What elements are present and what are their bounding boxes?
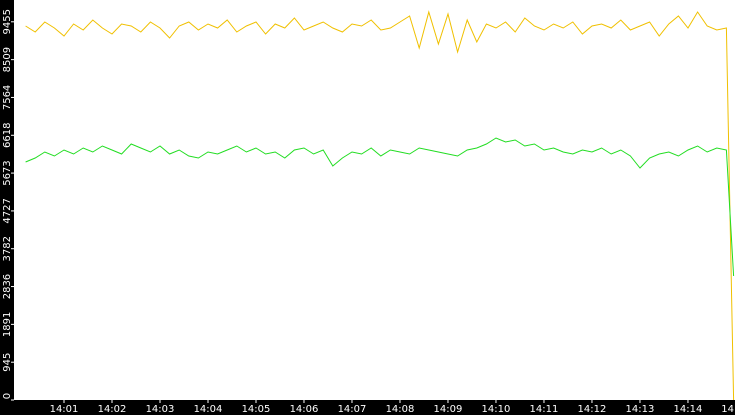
x-tick-label: 14:14: [674, 404, 703, 415]
x-tick-label: 14: [721, 404, 734, 415]
y-tick-label: 4727: [2, 198, 13, 223]
y-tick-label: 8509: [2, 47, 13, 72]
y-tick-label: 9455: [2, 9, 13, 34]
x-tick-label: 14:12: [578, 404, 607, 415]
y-tick-label: 2836: [2, 274, 13, 299]
y-tick-label: 1891: [2, 312, 13, 337]
y-tick-label: 6618: [2, 123, 13, 148]
x-tick-label: 14:04: [194, 404, 223, 415]
x-tick-label: 14:10: [482, 404, 511, 415]
y-axis-bar: [0, 0, 14, 415]
x-tick-label: 14:08: [386, 404, 415, 415]
y-tick-label: 3782: [2, 236, 13, 261]
x-tick-label: 14:07: [338, 404, 367, 415]
x-tick-label: 14:01: [50, 404, 79, 415]
y-tick-label: 945: [2, 353, 13, 372]
series-line: [25, 10, 735, 401]
series-line: [25, 137, 735, 277]
x-tick-label: 14:06: [290, 404, 319, 415]
x-axis-bar: [0, 400, 735, 415]
x-tick-label: 14:03: [146, 404, 175, 415]
y-tick-label: 0: [2, 393, 13, 399]
x-tick-label: 14:11: [530, 404, 559, 415]
x-tick-label: 14:05: [242, 404, 271, 415]
x-tick-label: 14:02: [98, 404, 127, 415]
x-tick-label: 14:13: [626, 404, 655, 415]
y-tick-label: 7564: [2, 85, 13, 110]
x-tick-label: 14:09: [434, 404, 463, 415]
y-tick-label: 5673: [2, 160, 13, 185]
